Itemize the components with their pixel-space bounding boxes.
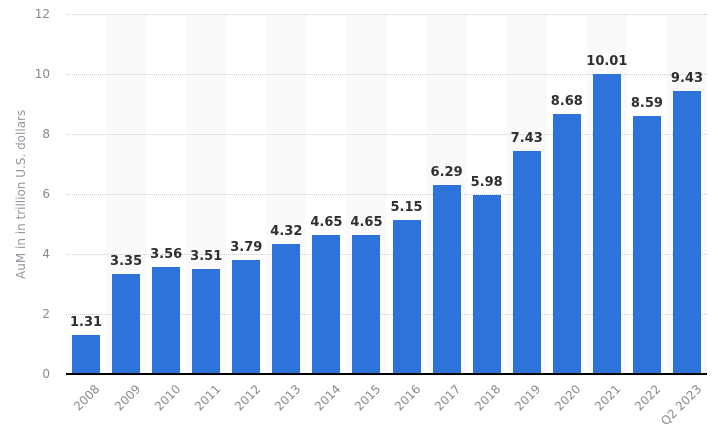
bar-2016[interactable] <box>392 219 421 374</box>
y-axis-tick-label: 4 <box>42 247 50 261</box>
bar-value-label: 5.15 <box>390 199 423 215</box>
plot-area: 0 2 4 6 8 10 12 1.31 2008 3.35 2009 3.56 2010 3.51 201… <box>35 7 707 428</box>
x-axis-tick-label: 2018 <box>472 382 504 414</box>
bar-Q2 2023[interactable] <box>672 91 701 374</box>
bar-value-label: 4.65 <box>310 214 343 230</box>
x-axis-tick-label: 2022 <box>632 382 664 414</box>
gridline <box>66 314 707 315</box>
bar-value-label: 10.01 <box>586 53 628 69</box>
x-axis-tick-label: 2009 <box>111 382 143 414</box>
bar-value-label: 3.51 <box>190 248 223 264</box>
bar-value-label: 5.98 <box>470 174 503 190</box>
y-axis-tick-label: 0 <box>42 367 50 381</box>
gridline <box>66 14 707 15</box>
bar-value-label: 7.43 <box>510 131 543 147</box>
bar-2021[interactable] <box>592 73 621 374</box>
bar-2022[interactable] <box>632 116 661 374</box>
bar-2018[interactable] <box>472 194 501 374</box>
bar-2015[interactable] <box>352 234 381 374</box>
bar-2017[interactable] <box>432 185 461 374</box>
x-axis-tick-label: 2010 <box>151 382 184 414</box>
bar-value-label: 3.79 <box>230 240 263 256</box>
bar-value-label: 8.68 <box>550 93 583 109</box>
x-axis-tick-label: 2008 <box>71 382 103 414</box>
bar-value-label: 3.35 <box>110 253 143 269</box>
x-axis-tick-label: 2017 <box>431 382 464 414</box>
bar-value-label: 6.29 <box>430 165 463 181</box>
bar-2019[interactable] <box>512 151 541 374</box>
gridline <box>66 194 707 195</box>
bar-value-label: 3.56 <box>150 247 183 263</box>
x-axis-tick-label: 2013 <box>271 382 304 414</box>
y-axis-tick-label: 12 <box>34 7 50 21</box>
bar-value-label: 8.59 <box>630 96 663 112</box>
gridline <box>66 134 707 135</box>
x-axis-tick-label: Q2 2023 <box>657 382 704 429</box>
y-axis-tick-label: 8 <box>42 127 50 141</box>
bar-2011[interactable] <box>192 268 221 374</box>
y-axis-tick-label: 2 <box>42 307 50 321</box>
gridline <box>66 74 707 75</box>
bar-value-label: 1.31 <box>69 314 103 330</box>
y-axis-tick-label: 10 <box>34 67 50 81</box>
x-axis-tick-label: 2019 <box>512 382 544 414</box>
bar-2010[interactable] <box>152 267 181 374</box>
x-axis-tick-label: 2011 <box>191 382 224 414</box>
bar-2009[interactable] <box>112 273 141 374</box>
bar-value-label: 4.32 <box>270 224 303 240</box>
x-axis-tick-label: 2016 <box>391 382 424 414</box>
x-axis-tick-label: 2014 <box>311 382 344 414</box>
x-axis-tick-label: 2012 <box>231 382 264 414</box>
bar-2020[interactable] <box>552 113 581 374</box>
bar-2012[interactable] <box>232 260 261 374</box>
bar-value-label: 4.65 <box>350 214 383 230</box>
bar-2008[interactable] <box>72 334 101 374</box>
y-axis-tick-label: 6 <box>42 187 50 201</box>
bar-2013[interactable] <box>272 244 301 374</box>
gridline <box>66 254 707 255</box>
x-axis-tick-label: 2015 <box>351 382 384 414</box>
x-axis-line <box>66 373 707 375</box>
bar-value-label: 9.43 <box>670 71 703 87</box>
x-axis-tick-label: 2020 <box>552 382 584 414</box>
bar-2014[interactable] <box>312 234 341 374</box>
x-axis-tick-label: 2021 <box>592 382 624 414</box>
